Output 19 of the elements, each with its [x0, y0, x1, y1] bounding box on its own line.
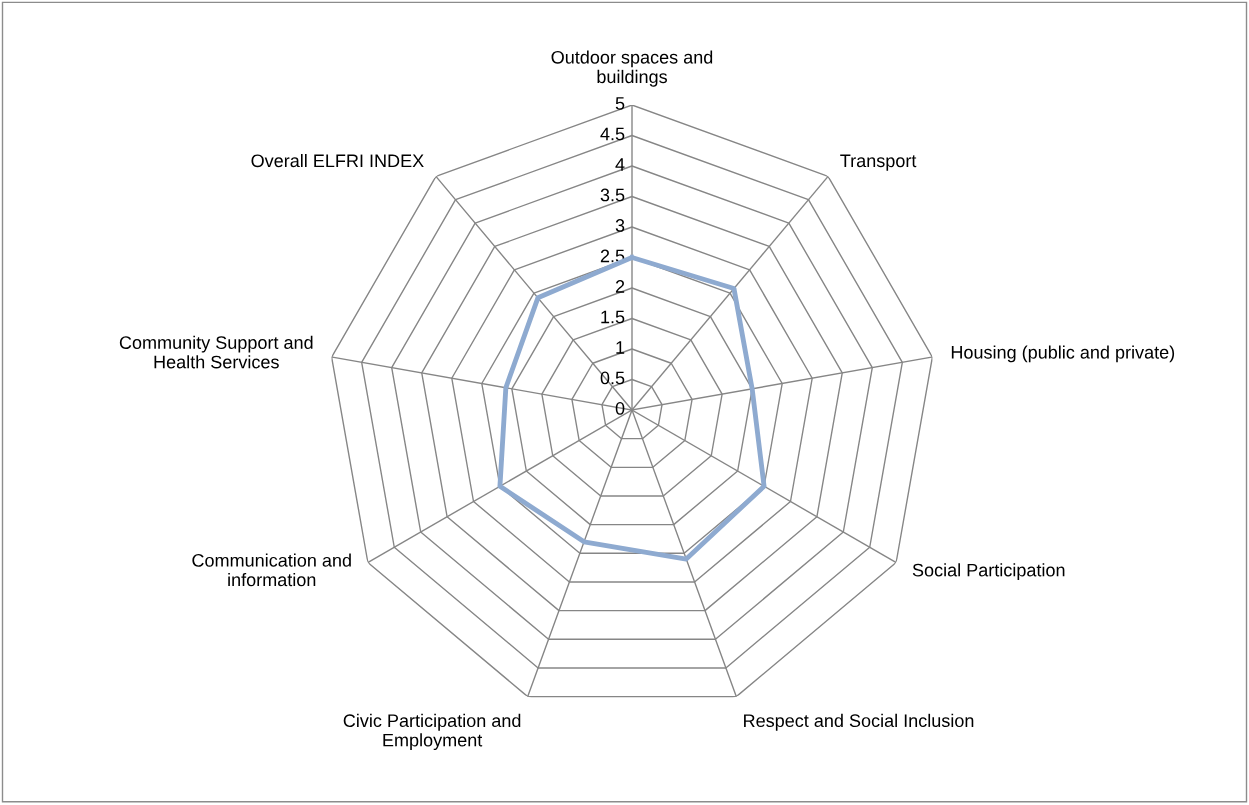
y-tick-label: 3.5	[600, 188, 625, 202]
spoke-label: Housing (public and private)	[951, 345, 1175, 363]
y-tick-label: 2	[615, 280, 625, 293]
y-tick-label: 0.5	[600, 371, 625, 385]
y-tick-label: 0	[615, 402, 625, 415]
spoke-label: Social Participation	[912, 563, 1065, 581]
spoke-label: Civic Participation and Employment	[343, 713, 521, 751]
spoke-label: Communication and information	[192, 553, 351, 587]
spoke-label: Transport	[840, 154, 917, 171]
y-tick-label: 4.5	[600, 127, 625, 141]
spoke-label: Respect and Social Inclusion	[744, 713, 974, 731]
spoke-label: Outdoor spaces and buildings	[551, 50, 713, 87]
y-tick-label: 5	[615, 97, 625, 110]
spoke-label: Overall ELFRI INDEX	[251, 153, 424, 168]
y-tick-label: 3	[615, 219, 625, 232]
spoke-label: Community Support and Health Services	[119, 335, 313, 369]
y-tick-label: 4	[615, 158, 625, 171]
y-tick-label: 1	[616, 341, 625, 354]
y-tick-label: 1.5	[601, 310, 625, 324]
